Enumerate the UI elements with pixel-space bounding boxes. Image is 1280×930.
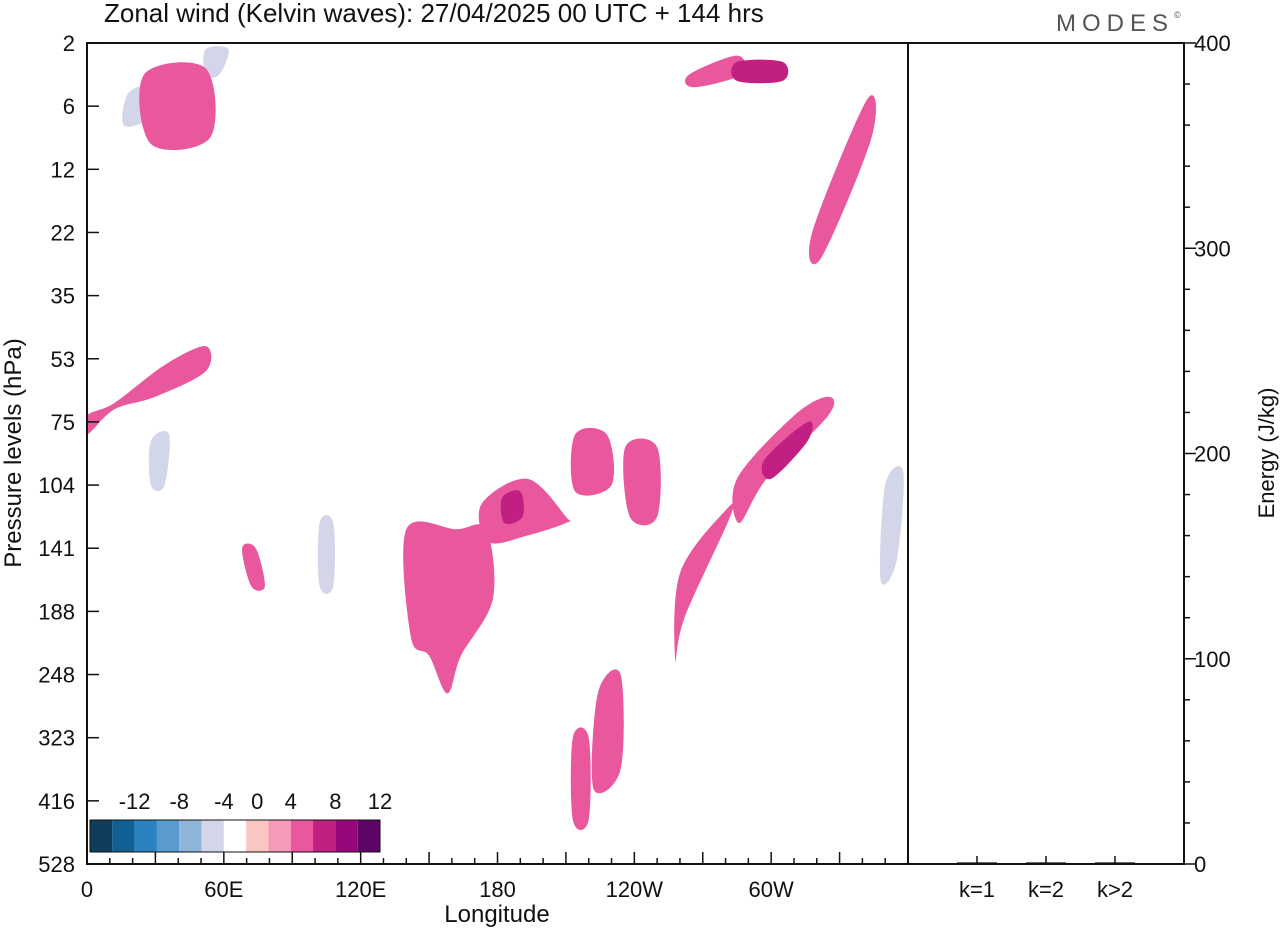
y-tick-label: 188 (38, 599, 75, 624)
y-tick-label: 2 (63, 31, 75, 56)
wind-anomaly-westerly-17 (87, 346, 212, 435)
y-tick-label: 323 (38, 726, 75, 751)
wind-anomaly-easterly-7 (87, 395, 215, 562)
wind-anomaly-westerly-23 (674, 503, 734, 664)
energy-frame (907, 42, 1185, 865)
wind-anomaly-westerly-31 (808, 95, 877, 265)
x-axis-ticks: 0 60E 120E 180 120W 60W (81, 852, 909, 902)
colorbar-label: 8 (329, 789, 341, 814)
x-tick-label: 120W (606, 877, 664, 902)
colorbar-swatch (313, 820, 336, 852)
colorbar-label: -12 (119, 789, 151, 814)
colorbar-label: 0 (251, 789, 263, 814)
contour-fills (87, 43, 906, 831)
colorbar-swatch (357, 820, 380, 852)
colorbar-swatch (134, 820, 157, 852)
wind-anomaly-easterly-9 (226, 390, 324, 551)
wind-anomaly-westerly-24 (570, 427, 615, 496)
x-tick-label: 180 (479, 877, 516, 902)
x-axis-label: Longitude (444, 901, 549, 928)
colorbar-label: 12 (368, 789, 392, 814)
y-tick-label: 528 (38, 852, 75, 877)
x-tick-label: 120E (335, 877, 386, 902)
energy-tick-label: 100 (1194, 647, 1231, 672)
energy-axis-ticks: 0 100 200 300 400 (1184, 31, 1231, 877)
colorbar-label: -8 (169, 789, 189, 814)
wind-anomaly-easterly-11 (317, 515, 336, 594)
wind-anomaly-westerly-20 (500, 490, 524, 525)
wind-anomaly-westerly-28 (139, 62, 216, 151)
wind-anomaly-westerly-32 (242, 543, 265, 591)
y-tick-label: 6 (63, 94, 75, 119)
y-axis-label: Pressure levels (hPa) (0, 338, 27, 567)
energy-category-label: k=2 (1028, 877, 1064, 902)
energy-axis-label: Energy (J/kg) (1254, 388, 1279, 519)
colorbar-swatch (268, 820, 291, 852)
y-axis-ticks: 2 6 12 22 35 53 75 104 141 188 248 323 416 528 (38, 31, 99, 877)
wind-anomaly-westerly-30 (731, 59, 789, 84)
wind-anomaly-westerly-25 (623, 438, 661, 526)
wind-anomaly-easterly-3 (203, 46, 229, 78)
wind-anomaly-easterly-16 (632, 729, 664, 809)
y-tick-label: 248 (38, 663, 75, 688)
colorbar-swatch (90, 820, 113, 852)
y-tick-label: 12 (51, 157, 75, 182)
wind-anomaly-easterly-14 (879, 466, 904, 585)
brand-text: MODES (1056, 10, 1175, 37)
energy-tick-label: 0 (1194, 852, 1206, 877)
wind-anomaly-westerly-26 (591, 669, 624, 794)
chart-title: Zonal wind (Kelvin waves): 27/04/2025 00… (104, 0, 764, 28)
wind-anomaly-westerly-19 (478, 478, 571, 544)
wind-anomaly-westerly-27 (570, 727, 591, 831)
wind-anomaly-easterly-12 (509, 567, 532, 631)
colorbar-label: 4 (285, 789, 297, 814)
colorbar-swatch (179, 820, 202, 852)
colorbar-swatch (112, 820, 135, 852)
y-tick-label: 141 (38, 536, 75, 561)
wind-anomaly-easterly-6 (793, 51, 862, 146)
y-tick-label: 53 (51, 347, 75, 372)
colorbar-swatch (335, 820, 358, 852)
energy-category-label: k=1 (959, 877, 995, 902)
colorbar-label: -4 (214, 789, 234, 814)
colorbar-swatch (223, 820, 247, 852)
energy-category-label: k>2 (1097, 877, 1133, 902)
x-tick-label: 0 (81, 877, 93, 902)
energy-tick-label: 200 (1194, 442, 1231, 467)
wind-anomaly-westerly-18 (403, 521, 495, 694)
colorbar-swatch (246, 820, 269, 852)
energy-tick-label: 300 (1194, 236, 1231, 261)
colorbar-outline (89, 819, 381, 853)
colorbar-swatch (290, 820, 314, 852)
wind-anomaly-westerly-22 (761, 421, 813, 480)
brand-logo: MODES© (1056, 10, 1181, 38)
x-tick-label: 60E (204, 877, 243, 902)
y-tick-label: 35 (51, 284, 75, 309)
y-tick-label: 22 (51, 220, 75, 245)
energy-categories: k=1 k=2 k>2 (957, 856, 1135, 902)
wind-anomaly-easterly-15 (811, 448, 850, 500)
colorbar-swatch (201, 820, 224, 852)
wind-anomaly-easterly-8 (148, 431, 170, 491)
energy-tick-label: 400 (1194, 31, 1231, 56)
y-tick-label: 75 (51, 410, 75, 435)
wind-anomaly-westerly-29 (685, 55, 746, 88)
colorbar-swatch (156, 820, 180, 852)
colorbar: -12 -8 -4 0 4 8 12 (89, 789, 392, 853)
y-tick-label: 416 (38, 789, 75, 814)
x-tick-label: 60W (749, 877, 794, 902)
brand-registered-mark: © (1174, 10, 1181, 20)
y-tick-label: 104 (38, 473, 75, 498)
